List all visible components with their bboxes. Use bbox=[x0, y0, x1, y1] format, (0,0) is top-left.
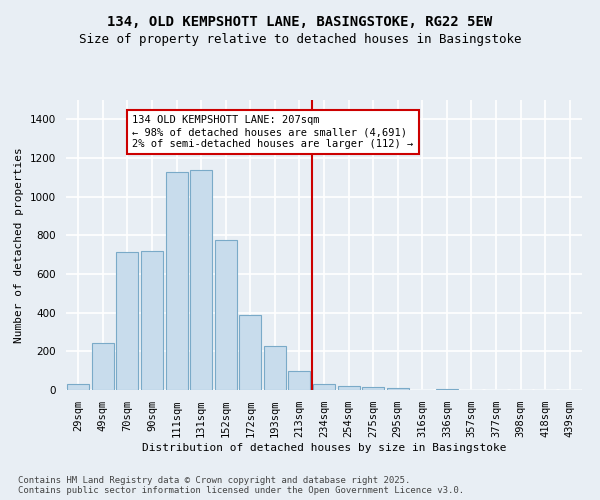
Bar bbox=[92, 342, 114, 390]
Bar bbox=[166, 172, 188, 390]
Bar bbox=[141, 251, 163, 390]
Text: Contains HM Land Registry data © Crown copyright and database right 2025.
Contai: Contains HM Land Registry data © Crown c… bbox=[18, 476, 464, 495]
Y-axis label: Number of detached properties: Number of detached properties bbox=[14, 147, 25, 343]
Text: Size of property relative to detached houses in Basingstoke: Size of property relative to detached ho… bbox=[79, 32, 521, 46]
X-axis label: Distribution of detached houses by size in Basingstoke: Distribution of detached houses by size … bbox=[142, 443, 506, 453]
Bar bbox=[67, 384, 89, 390]
Text: 134, OLD KEMPSHOTT LANE, BASINGSTOKE, RG22 5EW: 134, OLD KEMPSHOTT LANE, BASINGSTOKE, RG… bbox=[107, 15, 493, 29]
Bar bbox=[313, 384, 335, 390]
Bar bbox=[362, 387, 384, 390]
Bar bbox=[239, 314, 262, 390]
Bar bbox=[338, 386, 359, 390]
Bar bbox=[116, 252, 139, 390]
Bar bbox=[289, 370, 310, 390]
Bar bbox=[190, 170, 212, 390]
Bar bbox=[386, 388, 409, 390]
Text: 134 OLD KEMPSHOTT LANE: 207sqm
← 98% of detached houses are smaller (4,691)
2% o: 134 OLD KEMPSHOTT LANE: 207sqm ← 98% of … bbox=[133, 116, 413, 148]
Bar bbox=[264, 346, 286, 390]
Bar bbox=[436, 389, 458, 390]
Bar bbox=[215, 240, 237, 390]
